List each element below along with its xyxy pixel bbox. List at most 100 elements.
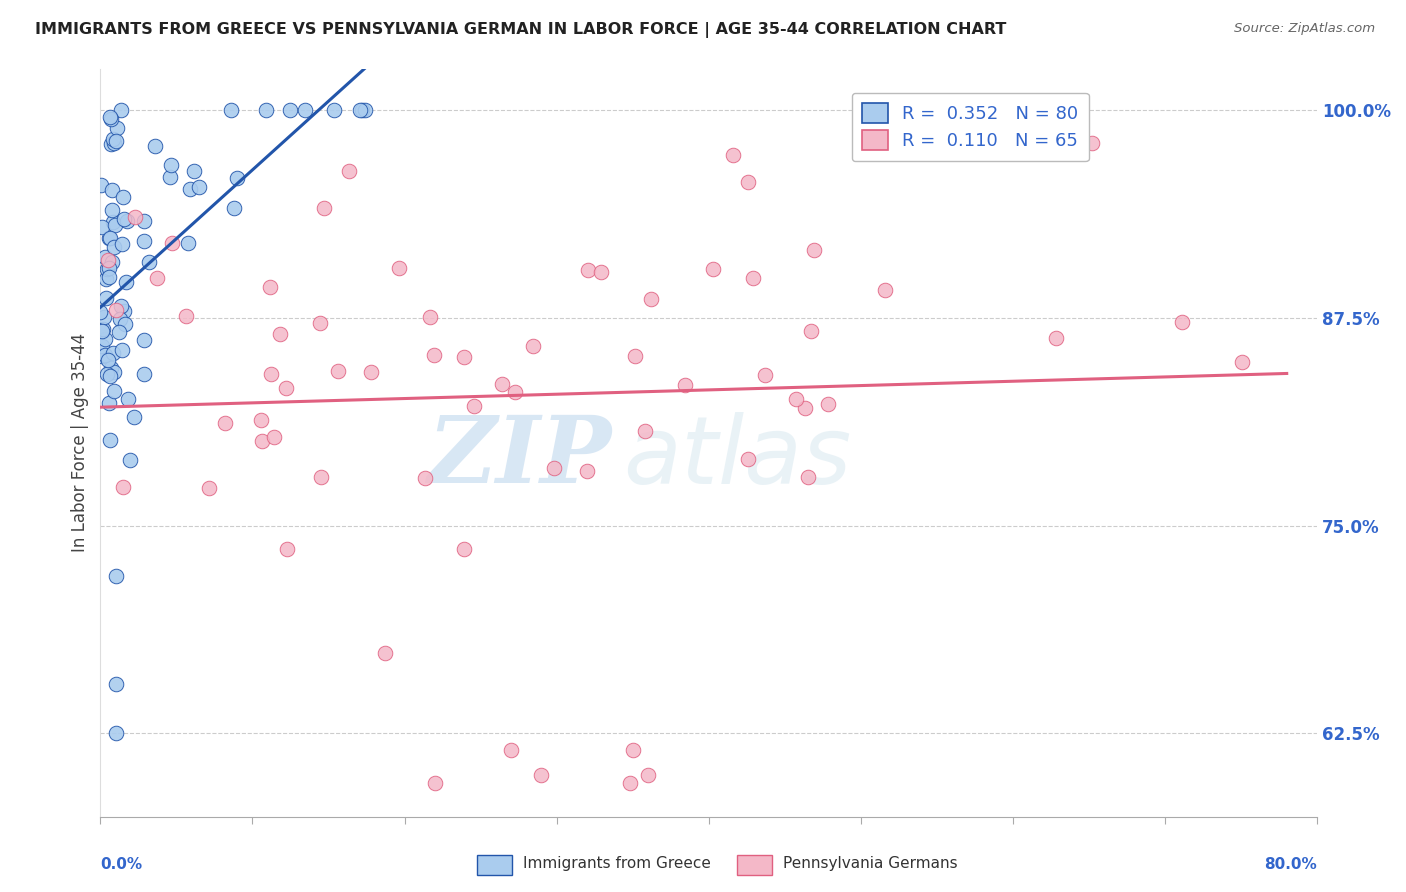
Point	[101, 255, 124, 269]
Point	[124, 210, 146, 224]
Point	[107, 325, 129, 339]
Point	[453, 350, 475, 364]
Text: ZIP: ZIP	[427, 412, 612, 502]
Point	[254, 103, 277, 117]
Point	[97, 252, 120, 267]
Point	[785, 392, 807, 406]
Point	[543, 460, 565, 475]
Point	[90, 178, 112, 193]
Point	[159, 158, 181, 172]
Point	[98, 434, 121, 448]
Point	[419, 310, 441, 325]
Point	[93, 310, 115, 324]
Point	[100, 136, 122, 151]
Point	[160, 235, 183, 250]
Text: 80.0%: 80.0%	[1264, 856, 1317, 871]
Point	[250, 413, 273, 427]
Point	[624, 349, 647, 363]
Point	[640, 293, 662, 307]
Point	[104, 218, 127, 232]
Text: IMMIGRANTS FROM GREECE VS PENNSYLVANIA GERMAN IN LABOR FORCE | AGE 35-44 CORRELA: IMMIGRANTS FROM GREECE VS PENNSYLVANIA G…	[35, 22, 1007, 38]
Point	[491, 377, 513, 392]
Point	[103, 365, 125, 379]
Point	[100, 361, 122, 376]
Text: 0.0%: 0.0%	[100, 856, 142, 871]
Point	[222, 202, 245, 216]
Point	[322, 103, 344, 117]
Point	[794, 401, 817, 415]
Point	[94, 251, 117, 265]
Point	[103, 136, 125, 150]
Point	[575, 464, 598, 478]
Point	[1081, 136, 1104, 151]
Point	[110, 103, 132, 117]
Point	[388, 261, 411, 276]
Point	[111, 480, 134, 494]
Point	[179, 181, 201, 195]
Point	[274, 381, 297, 395]
Text: atlas: atlas	[624, 412, 852, 503]
Point	[112, 303, 135, 318]
Point	[250, 434, 273, 449]
Point	[112, 212, 135, 227]
Point	[111, 190, 134, 204]
Point	[294, 103, 316, 117]
Point	[214, 416, 236, 430]
Point	[578, 263, 600, 277]
Point	[621, 743, 644, 757]
Point	[120, 452, 142, 467]
Point	[349, 103, 371, 117]
Point	[100, 183, 122, 197]
Point	[803, 243, 825, 257]
Point	[742, 271, 765, 285]
Point	[97, 396, 120, 410]
Point	[100, 112, 122, 126]
Point	[353, 103, 375, 117]
Point	[423, 348, 446, 362]
Point	[132, 214, 155, 228]
Point	[312, 202, 335, 216]
Y-axis label: In Labor Force | Age 35-44: In Labor Force | Age 35-44	[72, 333, 89, 552]
Point	[103, 240, 125, 254]
Point	[269, 326, 291, 341]
Point	[104, 726, 127, 740]
Point	[91, 322, 114, 336]
Point	[96, 291, 118, 305]
Point	[101, 132, 124, 146]
Point	[423, 776, 446, 790]
Point	[117, 392, 139, 407]
Point	[143, 139, 166, 153]
Point	[90, 339, 112, 353]
Point	[96, 262, 118, 277]
Point	[589, 265, 612, 279]
Point	[104, 302, 127, 317]
Point	[108, 311, 131, 326]
Point	[463, 400, 485, 414]
Point	[104, 676, 127, 690]
Point	[97, 270, 120, 285]
Point	[198, 481, 221, 495]
Point	[98, 231, 121, 245]
Point	[101, 346, 124, 360]
Point	[177, 235, 200, 250]
Point	[134, 333, 156, 347]
Point	[278, 103, 301, 117]
Point	[94, 272, 117, 286]
Point	[737, 175, 759, 189]
Point	[503, 384, 526, 399]
Point	[122, 409, 145, 424]
Point	[146, 271, 169, 285]
Point	[723, 148, 745, 162]
Legend: R =  0.352   N = 80, R =  0.110   N = 65: R = 0.352 N = 80, R = 0.110 N = 65	[852, 93, 1090, 161]
Point	[134, 235, 156, 249]
Point	[97, 353, 120, 368]
Point	[110, 299, 132, 313]
Point	[115, 214, 138, 228]
Point	[737, 452, 759, 467]
Point	[111, 237, 134, 252]
Point	[360, 365, 382, 379]
Point	[159, 170, 181, 185]
Point	[188, 180, 211, 194]
Point	[522, 339, 544, 353]
Point	[754, 368, 776, 382]
